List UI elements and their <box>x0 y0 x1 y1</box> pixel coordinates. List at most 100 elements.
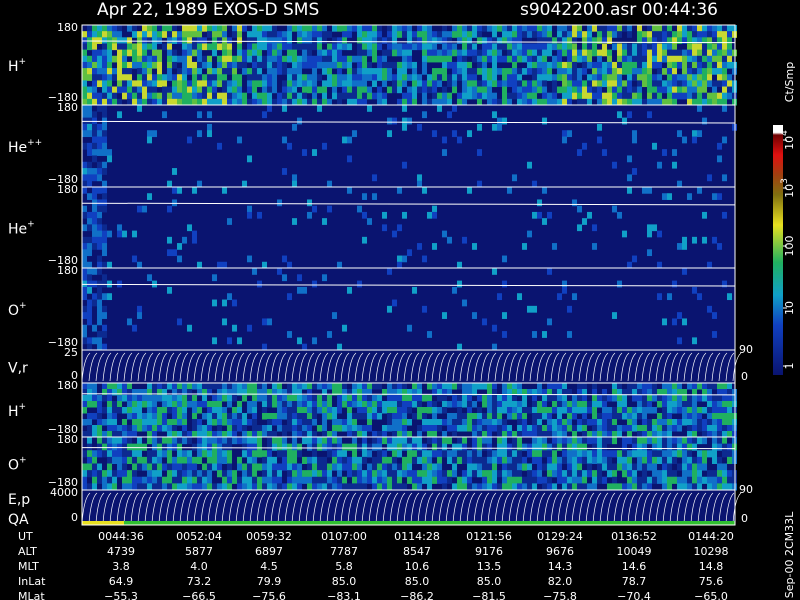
cell <box>702 31 707 38</box>
cell <box>457 68 462 75</box>
cell <box>277 413 282 420</box>
cell <box>112 401 117 408</box>
cell <box>82 268 87 275</box>
cell <box>197 389 202 396</box>
cell <box>347 419 352 426</box>
trace <box>459 352 469 382</box>
cell <box>247 68 252 75</box>
cell <box>447 37 452 44</box>
cell <box>302 92 307 100</box>
cell <box>597 74 602 81</box>
cell <box>497 123 502 131</box>
cell <box>557 413 562 420</box>
cell <box>262 86 267 94</box>
cell <box>702 43 707 51</box>
cell <box>682 318 687 326</box>
cell <box>452 130 457 138</box>
trace <box>536 352 546 382</box>
cell <box>97 142 102 150</box>
cell <box>362 74 367 81</box>
cell <box>252 43 257 51</box>
cell <box>327 43 332 51</box>
cell <box>527 80 532 88</box>
cell <box>502 425 507 432</box>
cell <box>287 49 292 57</box>
cell <box>682 443 687 451</box>
trace <box>704 352 714 382</box>
cell <box>462 31 467 38</box>
cell <box>452 401 457 408</box>
cell <box>372 43 377 51</box>
cell <box>207 456 212 464</box>
trace <box>361 492 371 524</box>
cell <box>347 407 352 414</box>
cell <box>437 98 442 106</box>
cell <box>497 37 502 44</box>
cell <box>337 49 342 57</box>
cell <box>242 470 247 478</box>
cell <box>317 383 322 390</box>
cell <box>707 389 712 396</box>
table-cell: 14.3 <box>548 560 573 573</box>
trace <box>403 352 413 382</box>
cell <box>242 49 247 57</box>
table-cell: 0059:32 <box>246 530 292 543</box>
cell <box>82 31 87 38</box>
cell <box>562 389 567 396</box>
cell <box>217 98 222 106</box>
cell <box>167 450 172 458</box>
cell <box>637 383 642 390</box>
cell <box>232 55 237 63</box>
cell <box>297 483 302 491</box>
cell <box>237 401 242 408</box>
trace <box>249 352 259 382</box>
cell <box>377 98 382 106</box>
cell <box>467 37 472 44</box>
cell <box>302 86 307 94</box>
cell <box>352 401 357 408</box>
axis-top: 180 <box>57 264 78 277</box>
cell <box>182 395 187 402</box>
cell <box>132 431 137 438</box>
cell <box>97 268 102 275</box>
cell <box>687 98 692 106</box>
cell <box>537 80 542 88</box>
cell <box>462 68 467 75</box>
cell <box>352 68 357 75</box>
cell <box>107 383 112 390</box>
cell <box>397 255 402 263</box>
cell <box>492 92 497 100</box>
cell <box>342 92 347 100</box>
cell <box>157 407 162 414</box>
cell <box>722 463 727 471</box>
cell <box>212 80 217 88</box>
cell <box>87 43 92 51</box>
cell <box>312 450 317 458</box>
cell <box>502 456 507 464</box>
cell <box>592 413 597 420</box>
cell <box>507 431 512 438</box>
cell <box>232 31 237 38</box>
cell <box>162 31 167 38</box>
cell <box>677 243 682 250</box>
cell <box>252 68 257 75</box>
cell <box>647 224 652 232</box>
panel-label-base: V,r <box>8 361 28 377</box>
cell <box>302 343 307 351</box>
cell <box>532 389 537 396</box>
cell <box>662 98 667 106</box>
cell <box>292 92 297 100</box>
cell <box>477 86 482 94</box>
cell <box>322 476 327 484</box>
cell <box>657 61 662 69</box>
cell <box>557 437 562 445</box>
cell <box>502 37 507 44</box>
cell <box>352 470 357 478</box>
cell <box>697 105 702 112</box>
cell <box>667 383 672 390</box>
cell <box>132 425 137 432</box>
cell <box>137 389 142 396</box>
cell <box>207 413 212 420</box>
cell <box>562 280 567 288</box>
cell <box>517 431 522 438</box>
